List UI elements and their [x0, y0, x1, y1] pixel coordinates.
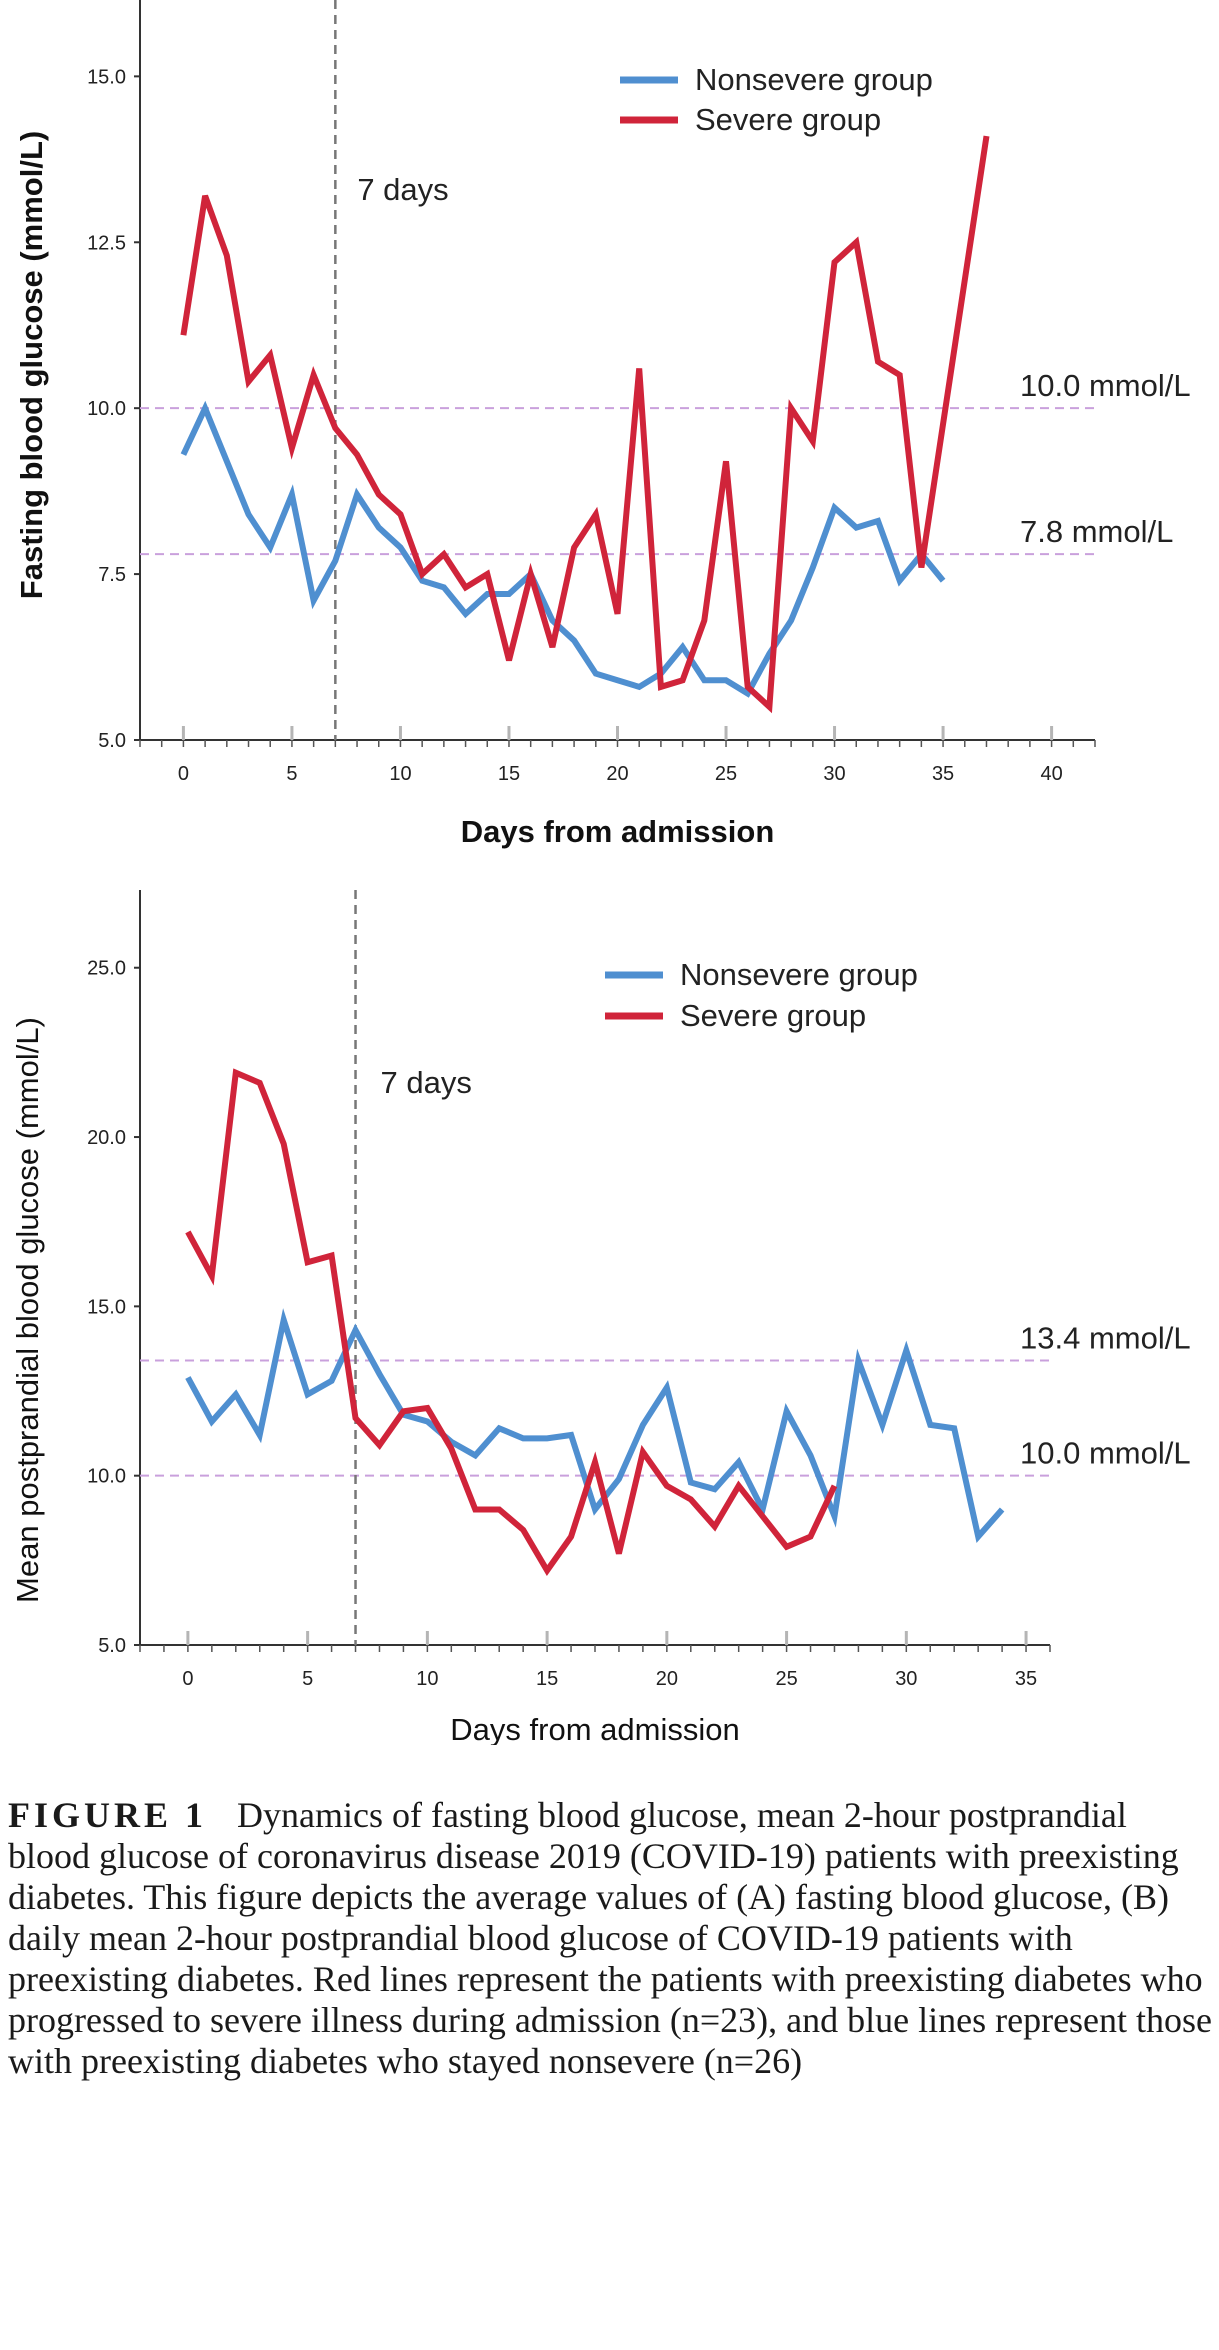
panel-b-x-tick-label: 30	[895, 1668, 917, 1690]
panel-b-x-tick-label: 35	[1015, 1668, 1037, 1690]
panel-a-x-tick-label: 20	[606, 763, 628, 785]
panel-b-y-tick-label: 25.0	[87, 958, 126, 980]
panel-a-y-axis-title: Fasting blood glucose (mmol/L)	[14, 131, 49, 599]
panel-b-x-axis-title: Days from admission	[450, 1712, 739, 1745]
panel-b-x-tick-label: 25	[775, 1668, 797, 1690]
panel-a-y-tick-label: 10.0	[87, 398, 126, 420]
panel-a-severe-series-line	[180, 135, 990, 714]
panel-b-x-tick-label: 15	[536, 1668, 558, 1690]
panel-a-y-tick-label: 15.0	[87, 66, 126, 88]
panel-a-x-tick-label: 10	[389, 763, 411, 785]
panel-b-x-tick-label: 10	[416, 1668, 438, 1690]
panel-a-x-axis-title: Days from admission	[461, 814, 775, 849]
panel-b-nonsevere-series-line	[185, 1308, 1005, 1544]
panel-a-x-tick-label: 5	[286, 763, 297, 785]
panel-a-legend-label-nonsevere: Nonsevere group	[695, 62, 933, 97]
panel-a-x-tick-label: 30	[823, 763, 845, 785]
panel-a-day7-label: 7 days	[357, 172, 448, 207]
panel-a-y-tick-label: 5.0	[98, 730, 126, 752]
panel-b-y-tick-label: 20.0	[87, 1127, 126, 1149]
panel-a-y-tick-label: 7.5	[98, 564, 126, 586]
panel-a-legend-label-severe: Severe group	[695, 102, 881, 137]
panel-a-x-tick-label: 40	[1040, 763, 1062, 785]
figure-label: FIGURE 1	[8, 1795, 208, 1835]
panel-b-x-tick-label: 0	[182, 1668, 193, 1690]
panel-b-y-axis-title: Mean postprandial blood glucose (mmol/L)	[10, 1017, 45, 1603]
panel-a-y-tick-label: 12.5	[87, 232, 126, 254]
panel-b-x-tick-label: 20	[656, 1668, 678, 1690]
chart-b: 5.0 10.0 15.0 20.0 25.0 0 5 10 15 20 25 30 35 Days fr…	[10, 890, 1191, 1745]
panel-a-reference-label: 10.0 mmol/L	[1020, 368, 1191, 403]
panel-b-y-tick-label: 10.0	[87, 1466, 126, 1488]
panel-a-x-tick-label: 25	[715, 763, 737, 785]
panel-b-legend-label-severe: Severe group	[680, 998, 866, 1033]
panel-a-nonsevere-series-line	[180, 400, 946, 698]
chart-a: 5.0 7.5 10.0 12.5 15.0 0 5 10 15 20 25 30 35 40 Days f…	[14, 0, 1191, 849]
panel-a-x-tick-label: 0	[178, 763, 189, 785]
panel-b-y-tick-label: 5.0	[98, 1635, 126, 1657]
panel-b-legend-label-nonsevere: Nonsevere group	[680, 957, 918, 992]
panel-b-day7-label: 7 days	[381, 1065, 472, 1100]
caption-text: Dynamics of fasting blood glucose, mean …	[8, 1795, 1213, 2081]
panel-b-x-tick-label: 5	[302, 1668, 313, 1690]
panel-a-x-tick-label: 15	[498, 763, 520, 785]
panel-a-x-tick-label: 35	[932, 763, 954, 785]
panel-b-y-tick-label: 15.0	[87, 1296, 126, 1318]
panel-a-reference-label: 7.8 mmol/L	[1020, 514, 1173, 549]
panel-b-severe-series-line	[185, 1068, 838, 1577]
panel-b-reference-label: 13.4 mmol/L	[1020, 1321, 1191, 1356]
panel-b-reference-label: 10.0 mmol/L	[1020, 1436, 1191, 1471]
figure-caption: FIGURE 1 Dynamics of fasting blood glucos…	[8, 1795, 1213, 2082]
